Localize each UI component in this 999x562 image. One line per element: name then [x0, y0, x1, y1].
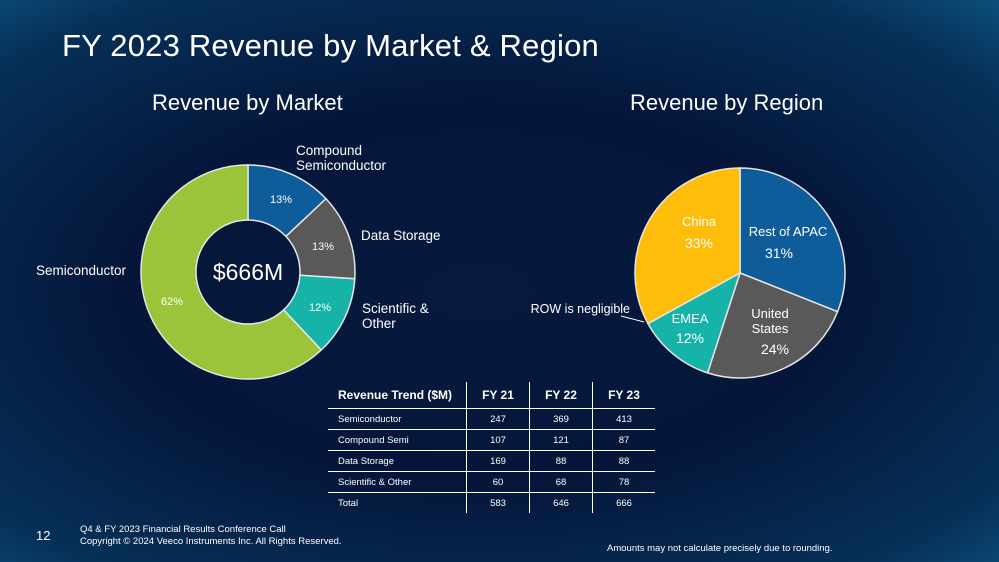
market-slice-percent: 12%	[309, 302, 331, 314]
table-cell: 78	[592, 471, 655, 493]
footnote: Amounts may not calculate precisely due …	[607, 543, 833, 554]
market-chart-title: Revenue by Market	[152, 90, 343, 115]
market-slice-label: Compound Semiconductor	[296, 143, 387, 173]
table-cell: 87	[592, 429, 655, 451]
market-slice-percent: 13%	[270, 194, 292, 206]
table-row: Semiconductor 247 369 413	[328, 408, 655, 430]
region-slice-label: China	[682, 214, 717, 229]
table-row: Data Storage 169 88 88	[328, 450, 655, 472]
table-header: FY 23	[592, 382, 655, 409]
table-cell: Semiconductor	[338, 413, 402, 425]
table-row-total: Total 583 646 666	[328, 492, 655, 513]
table-cell: 169	[466, 450, 530, 472]
row-negligible-annotation: ROW is negligible	[531, 302, 630, 316]
page-title: FY 2023 Revenue by Market & Region	[62, 28, 599, 63]
table-cell: Compound Semi	[338, 434, 409, 446]
market-slice-label: Semiconductor	[36, 263, 127, 278]
region-slice-rest-of-apac	[739, 167, 846, 313]
revenue-trend-table: Revenue Trend ($M) FY 21 FY 22 FY 23 Sem…	[328, 382, 655, 513]
table-header: FY 22	[529, 382, 593, 409]
page-number: 12	[36, 528, 51, 543]
table-cell: 247	[466, 408, 530, 430]
market-center-total: $666M	[213, 259, 283, 285]
region-slice-label: Rest of APAC	[749, 224, 828, 239]
footer-line: Copyright © 2024 Veeco Instruments Inc. …	[80, 536, 342, 547]
footer-text: Q4 & FY 2023 Financial Results Conferenc…	[80, 524, 342, 548]
region-slice-percent: 33%	[685, 235, 713, 251]
region-slice-percent: 24%	[761, 341, 789, 357]
region-slice-percent: 31%	[765, 245, 793, 261]
table-cell: 107	[466, 429, 530, 451]
table-cell: 121	[529, 429, 593, 451]
region-slice-emea	[646, 271, 742, 374]
market-slice-percent: 62%	[161, 296, 183, 308]
footer-line: Q4 & FY 2023 Financial Results Conferenc…	[80, 524, 286, 535]
region-slice-label: EMEA	[672, 311, 709, 326]
table-cell: Scientific & Other	[338, 476, 412, 488]
region-slice-united-states	[706, 272, 839, 379]
market-slice-semiconductor	[140, 164, 323, 380]
table-cell: 666	[592, 492, 655, 513]
annotation-leader-line	[620, 315, 645, 323]
table-cell: 88	[592, 450, 655, 472]
table-row: Scientific & Other 60 68 78	[328, 471, 655, 493]
table-cell: 60	[466, 471, 530, 493]
table-cell: 413	[592, 408, 655, 430]
table-cell: Data Storage	[338, 455, 394, 467]
table-cell: 88	[529, 450, 593, 472]
table-cell: 369	[529, 408, 593, 430]
table-cell: 583	[466, 492, 530, 513]
table-header: Revenue Trend ($M)	[338, 388, 453, 402]
table-cell: Total	[338, 497, 359, 509]
region-chart-title: Revenue by Region	[630, 90, 824, 115]
market-slice-label: Scientific & Other	[362, 301, 429, 331]
table-cell: 646	[529, 492, 593, 513]
region-slice-percent: 12%	[676, 330, 704, 346]
table-cell: 68	[529, 471, 593, 493]
table-header: FY 21	[466, 382, 530, 409]
market-slice-percent: 13%	[312, 241, 334, 253]
market-slice-label: Data Storage	[361, 228, 441, 243]
table-header-row: Revenue Trend ($M) FY 21 FY 22 FY 23	[328, 382, 655, 409]
region-slice-label: United States	[751, 306, 789, 336]
region-slice-china	[634, 167, 741, 325]
table-row: Compound Semi 107 121 87	[328, 429, 655, 451]
